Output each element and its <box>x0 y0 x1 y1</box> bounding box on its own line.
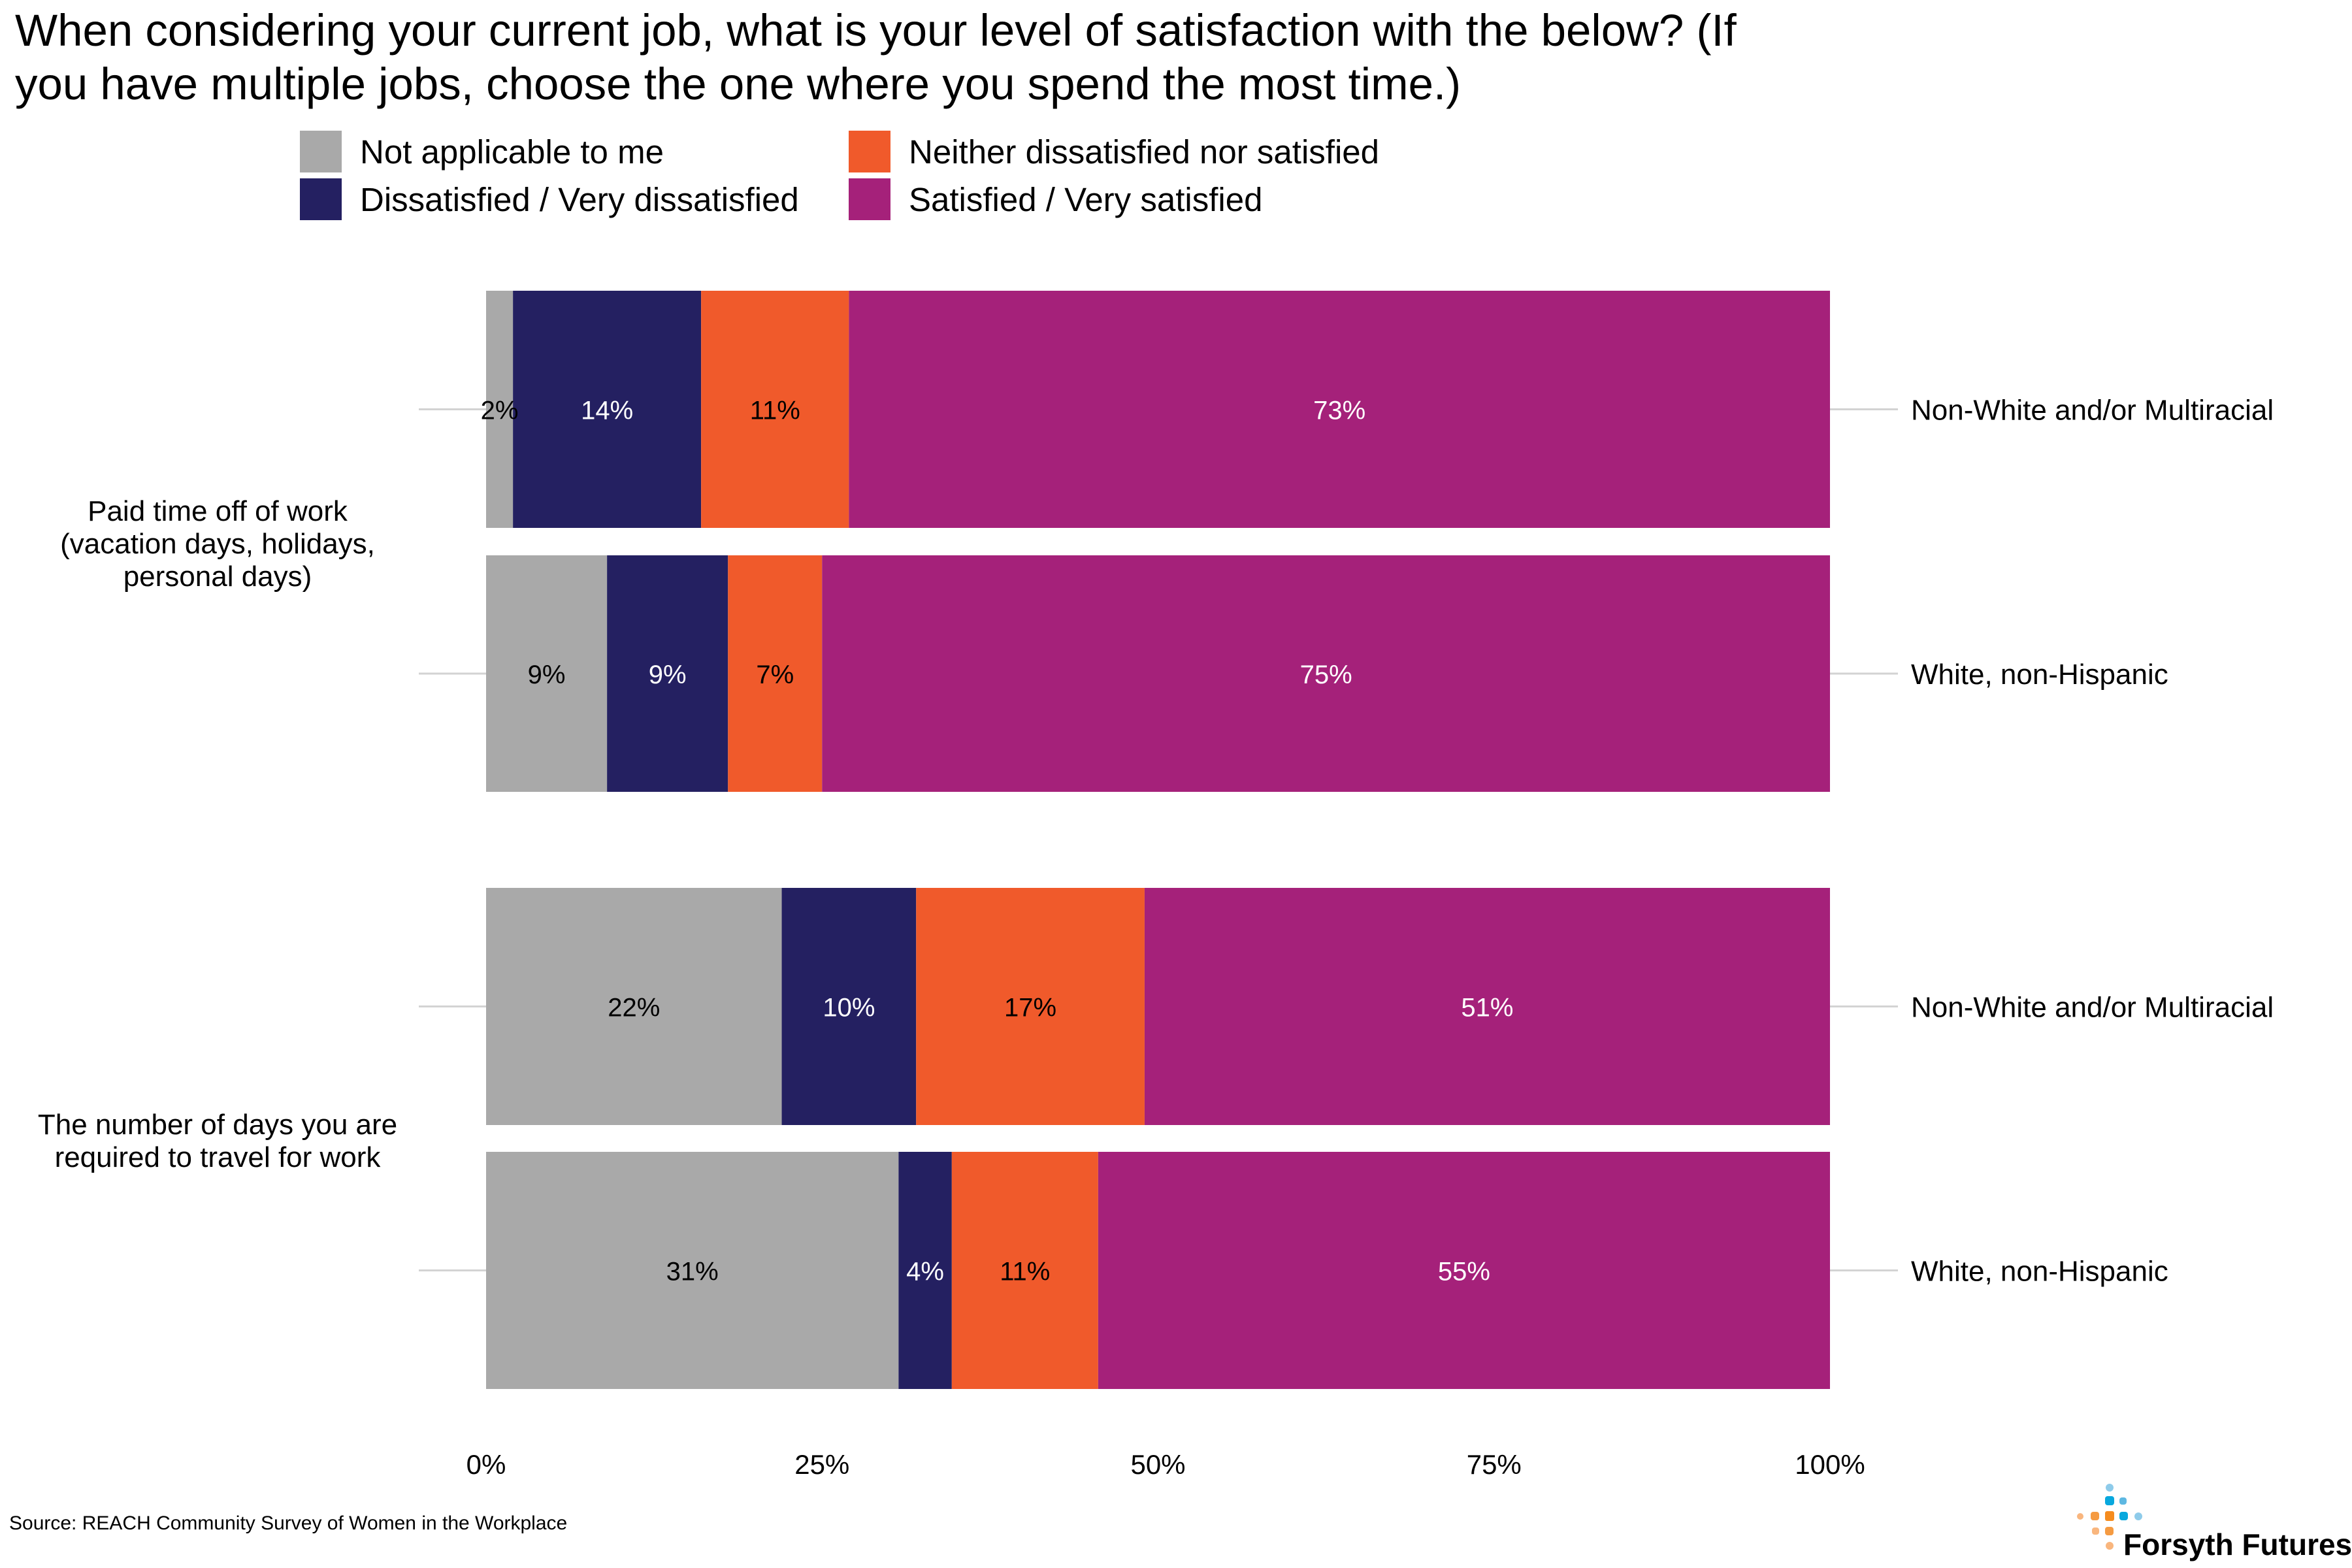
bar-segment <box>486 291 514 528</box>
bar-segment <box>486 888 782 1125</box>
legend-label: Neither dissatisfied nor satisfied <box>909 133 1379 171</box>
data-label: 10% <box>823 994 875 1022</box>
data-label: 22% <box>608 994 660 1022</box>
bars: Paid time off of work(vacation days, hol… <box>38 291 2274 1389</box>
data-label: 55% <box>1438 1258 1490 1286</box>
row-label: Non-White and/or Multiracial <box>1911 992 2274 1024</box>
group-label: required to travel for work <box>55 1141 382 1173</box>
bar-segment <box>486 555 608 792</box>
legend-label: Dissatisfied / Very dissatisfied <box>360 181 799 218</box>
bar-segment <box>701 291 849 528</box>
legend-label: Not applicable to me <box>360 133 664 171</box>
x-tick-label: 100% <box>1795 1449 1865 1480</box>
legend-swatch <box>300 178 342 220</box>
group-label: (vacation days, holidays, <box>60 528 375 560</box>
bar-segment <box>513 291 702 528</box>
bar-segment <box>486 1152 899 1389</box>
data-label: 11% <box>1000 1258 1050 1286</box>
x-tick-label: 50% <box>1130 1449 1185 1480</box>
data-label: 14% <box>581 397 633 425</box>
data-label: 4% <box>906 1258 944 1286</box>
group-label: personal days) <box>123 561 312 593</box>
bar-segment <box>822 555 1830 792</box>
chart-title-line-1: When considering your current job, what … <box>15 5 1737 56</box>
data-label: 7% <box>756 661 794 689</box>
bar-segment <box>849 291 1830 528</box>
legend-swatch <box>849 131 890 172</box>
legend: Not applicable to me Dissatisfied / Very … <box>300 131 1379 220</box>
data-label: 51% <box>1461 994 1513 1022</box>
row-label: White, non-Hispanic <box>1911 659 2168 691</box>
bar-segment <box>951 1152 1098 1389</box>
legend-swatch <box>300 131 342 172</box>
source-note: Source: REACH Community Survey of Women … <box>9 1512 567 1534</box>
bar-segment <box>898 1152 952 1389</box>
legend-swatch <box>849 178 890 220</box>
data-label: 9% <box>528 661 566 689</box>
bar-segment <box>1098 1152 1830 1389</box>
data-label: 75% <box>1300 661 1352 689</box>
x-tick-label: 75% <box>1467 1449 1522 1480</box>
group-label: Paid time off of work <box>88 495 348 527</box>
group-label: The number of days you are <box>38 1109 397 1141</box>
data-label: 9% <box>649 661 687 689</box>
x-tick-label: 0% <box>466 1449 506 1480</box>
data-label: 17% <box>1004 994 1056 1022</box>
legend-label: Satisfied / Very satisfied <box>909 181 1262 218</box>
data-label: 73% <box>1313 397 1365 425</box>
data-label: 31% <box>666 1258 719 1286</box>
data-label: 2% <box>481 397 519 425</box>
bar-segment <box>916 888 1145 1125</box>
forsyth-futures-logo: Forsyth Futures <box>2077 1484 2352 1561</box>
row-label: White, non-Hispanic <box>1911 1256 2168 1288</box>
chart-title-line-2: you have multiple jobs, choose the one w… <box>15 59 1461 109</box>
row-label: Non-White and/or Multiracial <box>1911 395 2274 427</box>
x-axis: 0% 25% 50% 75% 100% <box>466 1449 1865 1480</box>
data-label: 11% <box>750 397 800 425</box>
bar-segment <box>607 555 728 792</box>
bar-segment <box>781 888 917 1125</box>
x-tick-label: 25% <box>794 1449 849 1480</box>
bar-segment <box>1144 888 1830 1125</box>
bar-segment <box>728 555 823 792</box>
logo-text: Forsyth Futures <box>2123 1527 2352 1561</box>
